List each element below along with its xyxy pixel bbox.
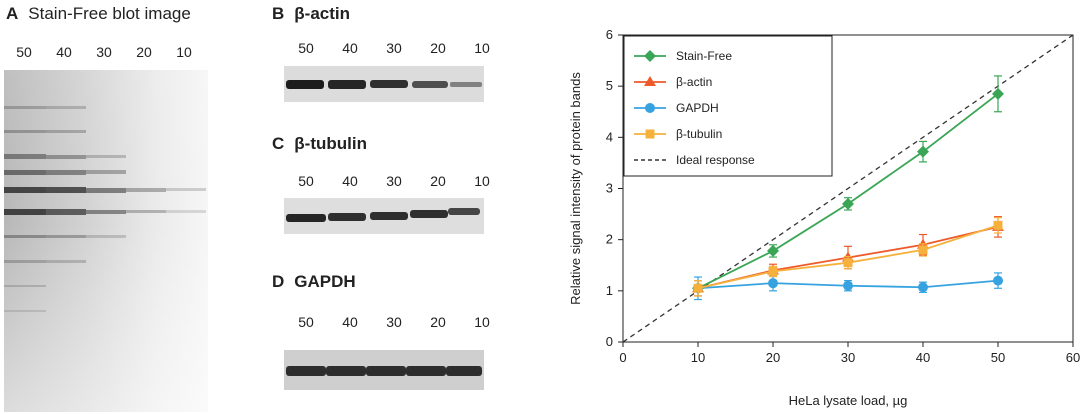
panel-b-title-text: β-actin [294, 4, 350, 23]
legend: Stain-Free β-actin GAPDH β-tubulin Ideal res… [623, 35, 833, 177]
y-tick-label: 6 [606, 27, 613, 42]
panel-d-lane-label: 40 [342, 314, 358, 330]
series-gapdh [693, 272, 1003, 301]
panel-c-lane-label: 40 [342, 173, 358, 189]
data-point [918, 282, 928, 293]
panel-b-lane-label: 40 [342, 40, 358, 56]
data-point [918, 245, 928, 255]
y-tick-label: 1 [606, 283, 613, 298]
panel-d-lane-labels: 50 40 30 20 10 [284, 314, 504, 330]
beta-tubulin-blot [284, 198, 484, 234]
panel-a-letter: A [6, 4, 19, 23]
legend-label: Stain-Free [676, 49, 732, 63]
x-tick-label: 60 [1066, 350, 1080, 365]
panel-c-lane-label: 10 [474, 173, 490, 189]
data-point [842, 197, 854, 210]
x-axis-label: HeLa lysate load, µg [789, 393, 908, 408]
panel-d-title: D GAPDH [272, 272, 356, 292]
signal-intensity-chart: 0 10 20 30 40 50 60 0 1 2 3 4 5 6 Relative signal int… [568, 27, 1080, 408]
panel-c-lane-label: 50 [298, 173, 314, 189]
panel-b-lane-label: 10 [474, 40, 490, 56]
y-tick-label: 2 [606, 232, 613, 247]
panel-a-lane-labels: 50 40 30 20 10 [4, 44, 204, 60]
y-tick-label: 0 [606, 334, 613, 349]
panel-d-lane-label: 20 [430, 314, 446, 330]
data-point [768, 266, 778, 276]
beta-actin-blot [284, 66, 484, 102]
legend-marker [644, 76, 656, 86]
panel-d-letter: D [272, 272, 285, 291]
panel-d-lane-label: 10 [474, 314, 490, 330]
x-tick-label: 50 [991, 350, 1005, 365]
panel-a-lane-label: 50 [16, 44, 32, 60]
series [692, 75, 1004, 301]
panel-b-lane-label: 30 [386, 40, 402, 56]
y-tick-label: 3 [606, 181, 613, 196]
stain-free-blot-image [4, 70, 208, 412]
x-tick-label: 40 [916, 350, 930, 365]
panel-c-title-text: β-tubulin [294, 134, 367, 153]
panel-a-title: A Stain-Free blot image [6, 4, 191, 24]
series-stain-free [692, 75, 1004, 297]
axes: 0 10 20 30 40 50 60 0 1 2 3 4 5 6 [606, 27, 1080, 365]
legend-label: Ideal response [676, 153, 755, 167]
panel-d-title-text: GAPDH [294, 272, 356, 291]
panel-a-lane-label: 10 [176, 44, 192, 60]
legend-marker [645, 103, 655, 113]
data-point [917, 145, 929, 158]
data-point [993, 220, 1003, 230]
legend-label: β-tubulin [676, 127, 722, 141]
legend-label: β-actin [676, 75, 712, 89]
panel-b-lane-label: 50 [298, 40, 314, 56]
panel-b-lane-labels: 50 40 30 20 10 [284, 40, 504, 56]
panel-c-lane-label: 30 [386, 173, 402, 189]
data-point [768, 278, 778, 289]
x-tick-label: 30 [841, 350, 855, 365]
panel-b-lane-label: 20 [430, 40, 446, 56]
panel-a-title-text: Stain-Free blot image [28, 4, 191, 23]
panel-b-letter: B [272, 4, 285, 23]
panel-a-lane-label: 20 [136, 44, 152, 60]
x-tick-label: 20 [766, 350, 780, 365]
legend-label: GAPDH [676, 101, 719, 115]
panel-d-lane-label: 30 [386, 314, 402, 330]
panel-c-letter: C [272, 134, 285, 153]
data-point [993, 275, 1003, 286]
panel-a-lane-label: 30 [96, 44, 112, 60]
legend-marker [645, 129, 655, 139]
y-tick-label: 5 [606, 78, 613, 93]
legend-marker [644, 50, 656, 62]
data-point [767, 244, 779, 257]
data-point [843, 258, 853, 268]
panel-a-lane-label: 40 [56, 44, 72, 60]
series--tubulin [693, 217, 1003, 297]
data-point [693, 283, 703, 293]
y-axis-label: Relative signal intensity of protein ban… [568, 72, 583, 305]
x-tick-label: 10 [691, 350, 705, 365]
y-tick-label: 4 [606, 129, 613, 144]
legend-box [623, 35, 833, 177]
x-tick-label: 0 [619, 350, 626, 365]
panel-c-lane-labels: 50 40 30 20 10 [284, 173, 504, 189]
panel-d-lane-label: 50 [298, 314, 314, 330]
panel-c-lane-label: 20 [430, 173, 446, 189]
data-point [843, 280, 853, 291]
gapdh-blot [284, 350, 484, 390]
data-point [992, 87, 1004, 100]
